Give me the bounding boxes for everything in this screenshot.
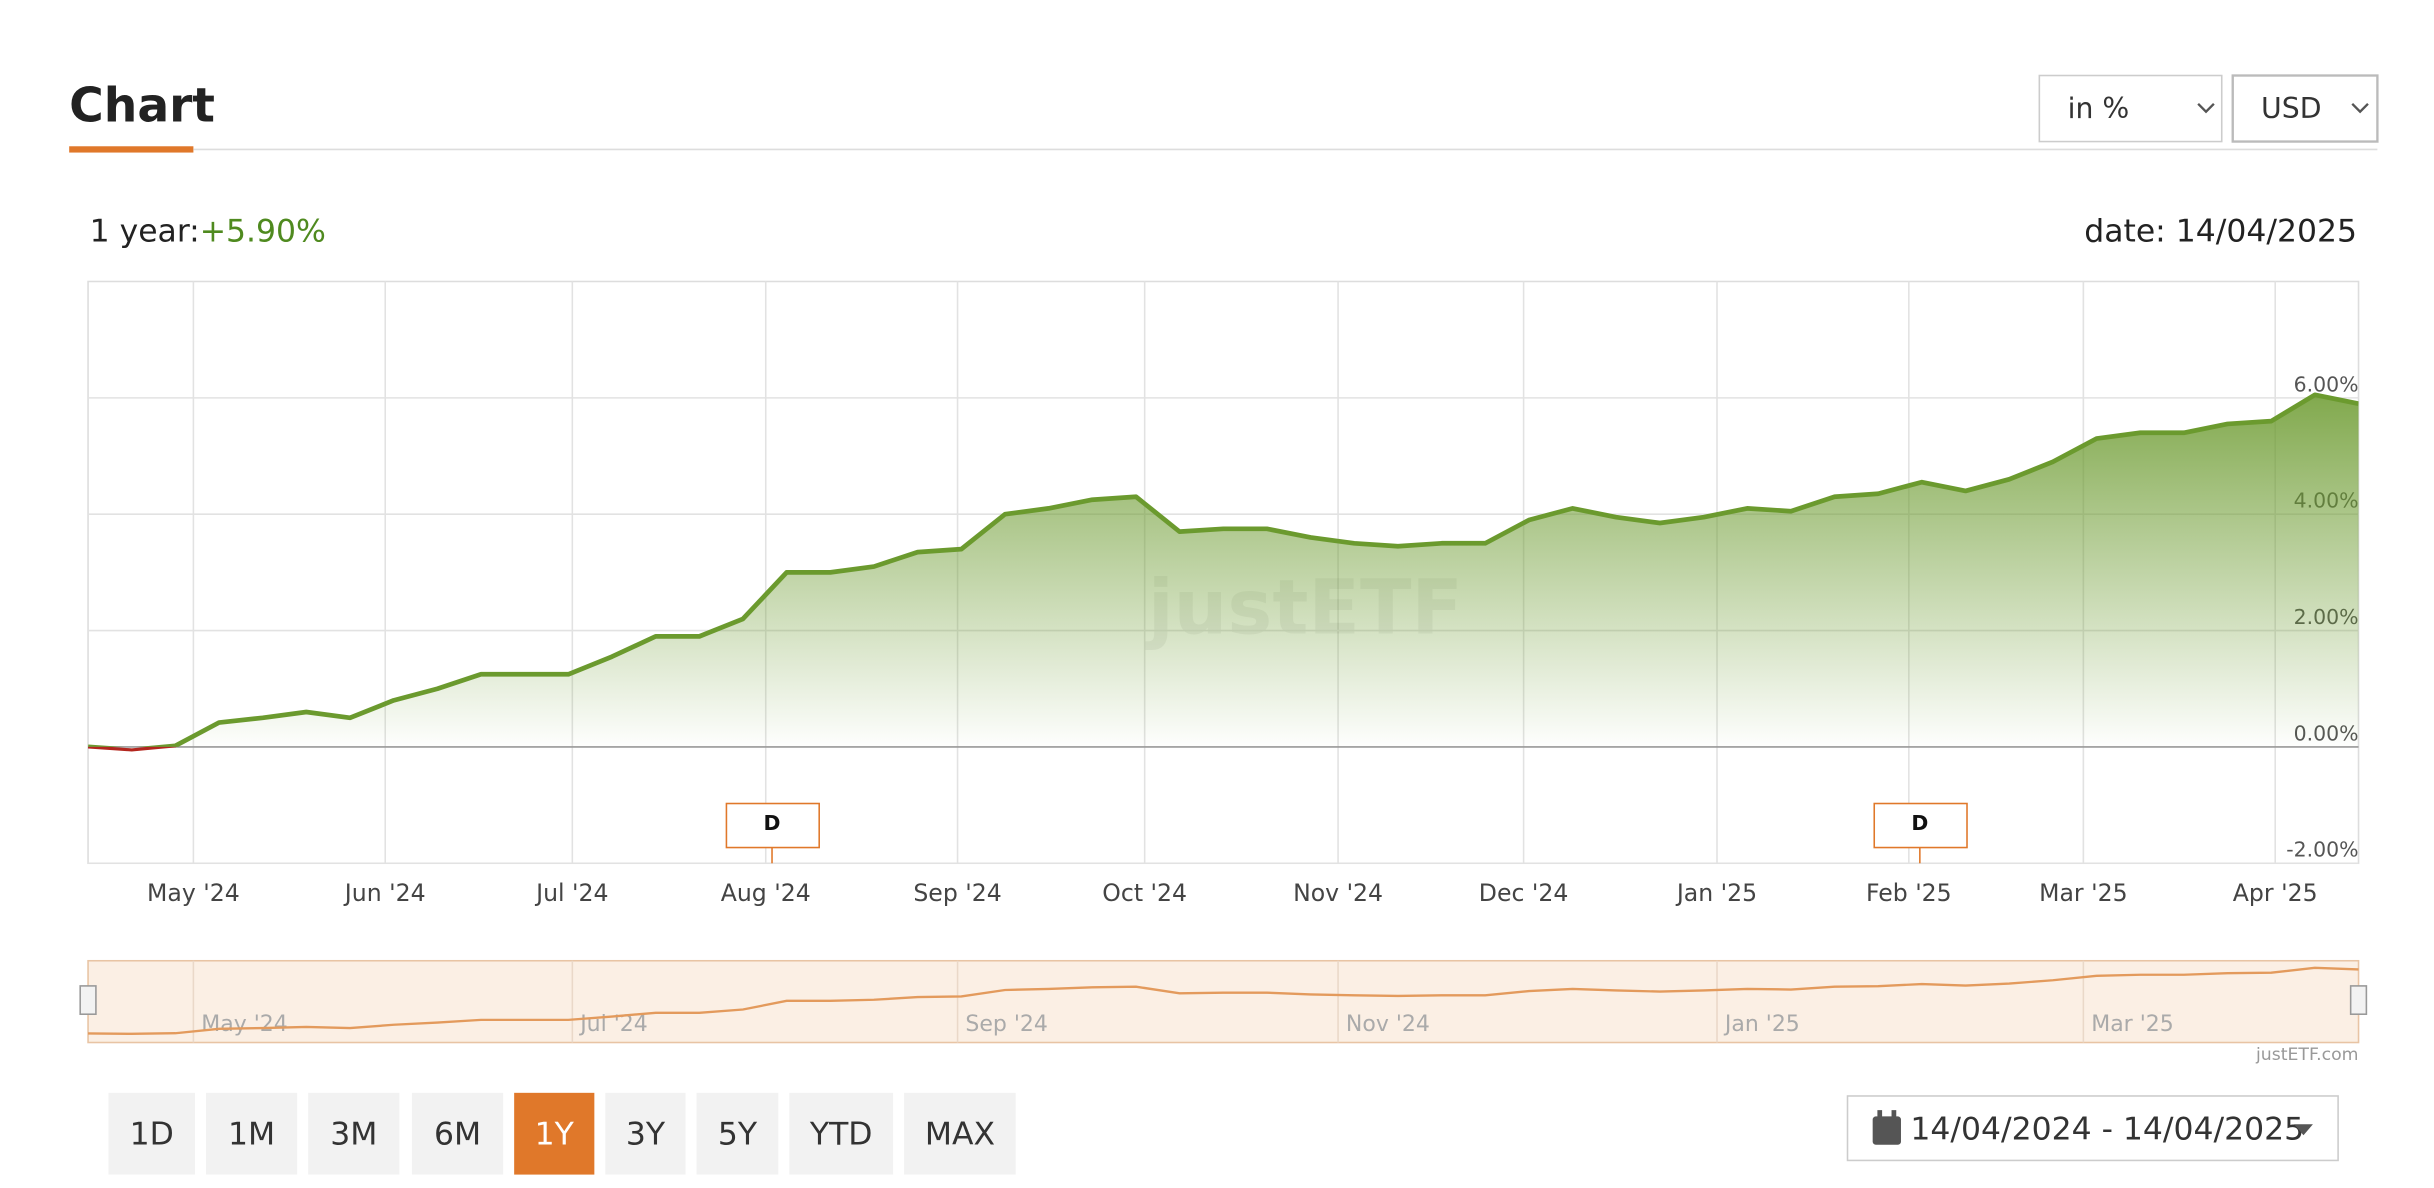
navigator-label: May '24	[201, 1012, 288, 1037]
annotation-label: D	[1911, 811, 1928, 835]
navigator-bg	[87, 959, 2360, 1044]
area	[88, 394, 2359, 747]
x-tick-label: Jan '25	[1675, 879, 1757, 907]
calendar-icon	[1872, 1110, 1901, 1145]
x-tick-label: Feb '25	[1866, 879, 1952, 907]
navigator-handle[interactable]	[79, 985, 97, 1015]
x-tick-label: Jun '24	[343, 879, 426, 907]
range-button[interactable]	[205, 1092, 298, 1175]
x-tick-label: Mar '25	[2039, 879, 2127, 907]
range-button[interactable]	[411, 1092, 504, 1175]
range-button[interactable]	[904, 1092, 1016, 1175]
navigator-handle[interactable]	[2349, 985, 2368, 1015]
picker-label[interactable]: 14/04/2024 - 14/04/2025	[1910, 1112, 2304, 1148]
chevron	[2351, 102, 2369, 114]
navigator-label: Sep '24	[965, 1012, 1048, 1037]
range-button-label[interactable]: 1Y	[535, 1116, 575, 1152]
dropdown-label[interactable]: in %	[2068, 92, 2130, 125]
section-title: Chart	[69, 79, 215, 134]
navigator-label: Nov '24	[1346, 1012, 1430, 1037]
navigator-line	[88, 966, 2359, 1036]
range-button-label[interactable]: 5Y	[718, 1116, 758, 1152]
picker-box[interactable]	[1846, 1095, 2339, 1162]
dropdown-box[interactable]	[2038, 74, 2223, 143]
credit: justETF.com	[2255, 1045, 2359, 1065]
range-button[interactable]	[308, 1092, 400, 1175]
range-button[interactable]	[108, 1092, 195, 1175]
y-tick-label: 6.00%	[2294, 372, 2359, 396]
range-button[interactable]	[789, 1092, 894, 1175]
range-button-label[interactable]: 1D	[130, 1116, 174, 1152]
currency-dropdown[interactable]: USD	[2231, 74, 2379, 143]
range-button[interactable]	[696, 1092, 779, 1175]
x-tick-label: Jul '24	[534, 879, 608, 907]
x-tick-label: Aug '24	[721, 879, 811, 907]
line	[88, 392, 2359, 747]
dropdown-label[interactable]: USD	[2261, 92, 2321, 125]
x-tick-label: Apr '25	[2233, 879, 2318, 907]
range-button[interactable]	[605, 1092, 686, 1175]
annotation-label: D	[764, 811, 781, 835]
chevron	[2197, 102, 2215, 114]
annotation-flag	[725, 802, 820, 849]
summary-date: date: 14/04/2025	[2084, 214, 2357, 250]
x-tick-label: Oct '24	[1102, 879, 1187, 907]
x-tick-label: Sep '24	[913, 879, 1001, 907]
range-button-label[interactable]: 3Y	[626, 1116, 666, 1152]
title-underline	[69, 146, 194, 153]
summary-label: 1 year:	[90, 214, 200, 250]
range-button-label[interactable]: MAX	[925, 1116, 995, 1152]
y-tick-label: -2.00%	[2286, 838, 2358, 862]
range-button-label[interactable]: 3M	[330, 1116, 377, 1152]
annotation-flag	[1873, 802, 1968, 849]
range-button-label[interactable]: 6M	[434, 1116, 481, 1152]
x-tick-label: Dec '24	[1479, 879, 1569, 907]
dropdown-box[interactable]	[2231, 74, 2379, 143]
range-button-label[interactable]: 1M	[228, 1116, 275, 1152]
caret	[2294, 1124, 2313, 1136]
range-button[interactable]	[514, 1092, 595, 1175]
date-range-picker[interactable]: 14/04/2024 - 14/04/2025	[1846, 1095, 2339, 1162]
unit-dropdown[interactable]: in %	[2038, 74, 2223, 143]
navigator-label: Jan '25	[1723, 1012, 1800, 1037]
x-tick-label: Nov '24	[1293, 879, 1383, 907]
summary-value: +5.90%	[200, 214, 326, 250]
navigator-label: Mar '25	[2091, 1012, 2174, 1037]
range-button-label[interactable]: YTD	[809, 1116, 873, 1152]
x-tick-label: May '24	[147, 879, 240, 907]
